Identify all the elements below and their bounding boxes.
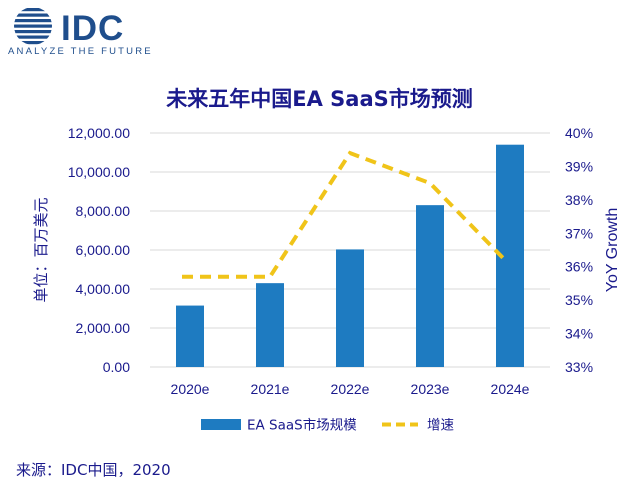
- legend: EA SaaS市场规模 增速: [201, 417, 454, 434]
- globe-icon: [14, 7, 52, 45]
- y-tick-right: 34%: [565, 326, 593, 342]
- bar-2021e: [256, 283, 284, 367]
- y-tick-right: 33%: [565, 359, 593, 375]
- y-axis-label-right: YoY Growth: [604, 208, 621, 293]
- y-tick-left: 10,000.00: [68, 164, 130, 180]
- y-tick-right: 39%: [565, 158, 593, 174]
- right-axis-ticks: 33% 34% 35% 36% 37% 38% 39% 40%: [565, 125, 593, 375]
- idc-logo: IDC ANALYZE THE FUTURE: [8, 7, 153, 56]
- y-tick-left: 6,000.00: [76, 242, 131, 258]
- y-tick-right: 35%: [565, 292, 593, 308]
- y-tick-right: 36%: [565, 259, 593, 275]
- y-tick-left: 4,000.00: [76, 281, 131, 297]
- x-tick: 2021e: [251, 381, 290, 397]
- x-tick: 2023e: [411, 381, 450, 397]
- legend-bar-swatch: [201, 419, 241, 430]
- x-tick: 2022e: [331, 381, 370, 397]
- left-axis-ticks: 0.00 2,000.00 4,000.00 6,000.00 8,000.00 10,0…: [68, 125, 131, 375]
- y-tick-right: 38%: [565, 192, 593, 208]
- x-tick: 2020e: [171, 381, 210, 397]
- y-tick-right: 40%: [565, 125, 593, 141]
- legend-line-label: 增速: [427, 418, 454, 434]
- y-tick-left: 2,000.00: [76, 320, 131, 336]
- growth-line: [182, 150, 507, 279]
- y-axis-label-left: 单位：百万美元: [32, 197, 50, 302]
- logo-brand: IDC: [61, 9, 124, 48]
- logo-tagline: ANALYZE THE FUTURE: [8, 46, 153, 56]
- bar-2020e: [176, 305, 204, 367]
- source-note: 来源：IDC中国，2020: [16, 461, 171, 479]
- y-tick-right: 37%: [565, 225, 593, 241]
- chart-title: 未来五年中国EA SaaS市场预测: [166, 87, 473, 111]
- bar-2022e: [336, 249, 364, 367]
- legend-bar-label: EA SaaS市场规模: [247, 417, 357, 434]
- x-axis-ticks: 2020e 2021e 2022e 2023e 2024e: [171, 381, 530, 397]
- bar-2023e: [416, 205, 444, 367]
- y-tick-left: 0.00: [103, 359, 130, 375]
- bars: [176, 144, 524, 367]
- x-tick: 2024e: [491, 381, 530, 397]
- y-tick-left: 12,000.00: [68, 125, 130, 141]
- y-tick-left: 8,000.00: [76, 203, 131, 219]
